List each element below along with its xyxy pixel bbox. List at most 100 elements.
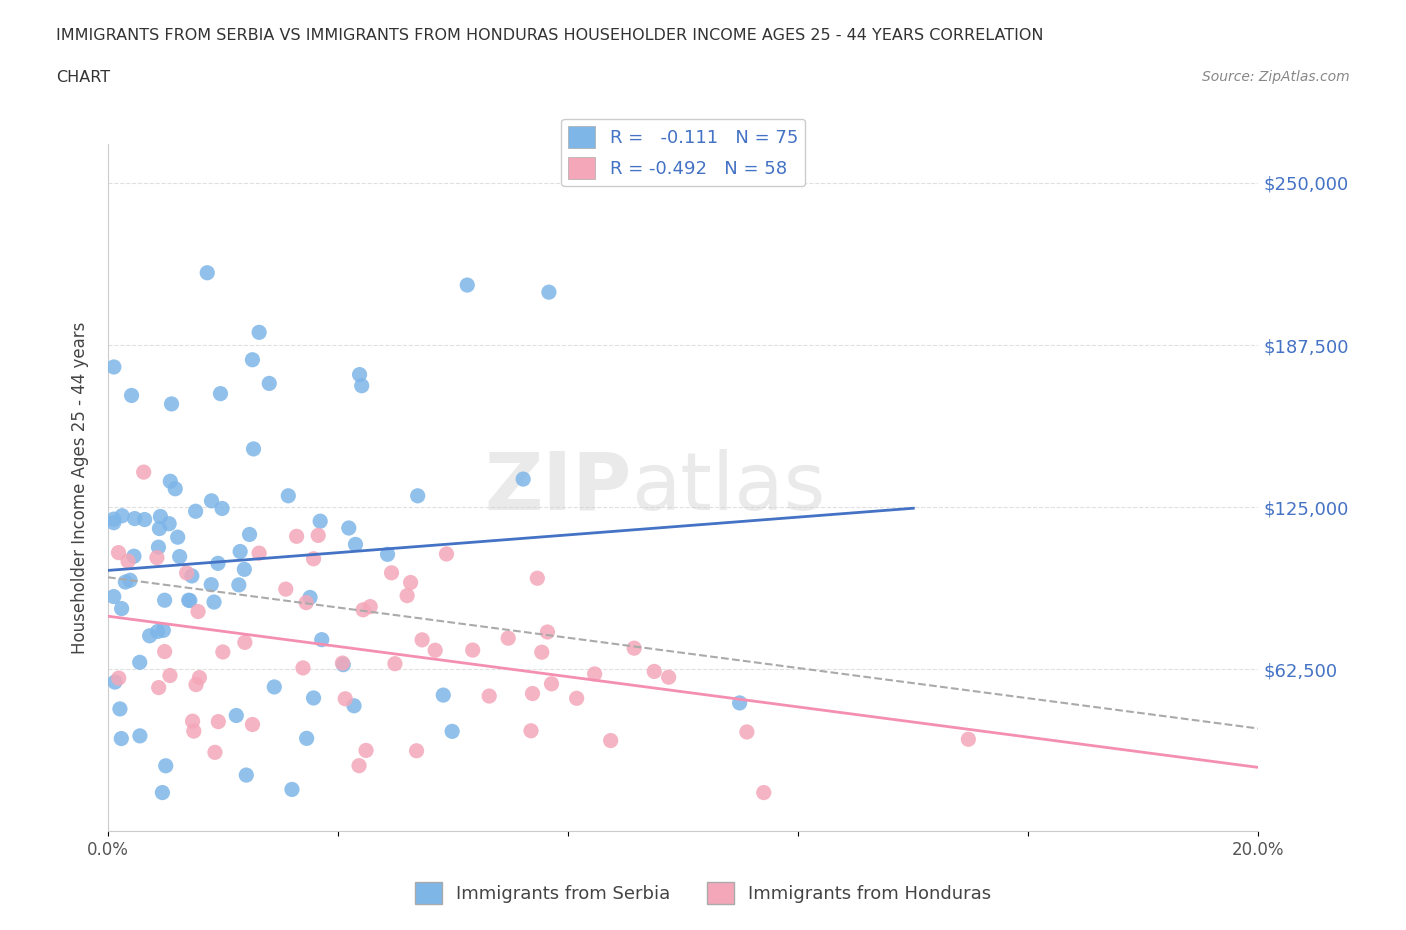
Point (285, 529, 308, 544)
Point (441, 724, 464, 738)
Point (207, 556, 229, 571)
Point (104, 674, 127, 689)
Point (159, 668, 181, 683)
Point (302, 691, 325, 706)
Point (103, 512, 125, 526)
Point (332, 658, 354, 672)
Point (583, 667, 606, 682)
Point (643, 664, 665, 679)
Point (148, 521, 170, 536)
Point (242, 352, 264, 367)
Point (209, 386, 232, 401)
Point (188, 671, 211, 685)
Point (207, 714, 229, 729)
Point (352, 603, 374, 618)
Point (184, 504, 207, 519)
Point (658, 670, 681, 684)
Point (103, 590, 125, 604)
Point (530, 644, 553, 659)
Point (384, 657, 406, 671)
Point (257, 376, 280, 391)
Point (377, 547, 399, 562)
Point (200, 578, 222, 592)
Point (380, 565, 402, 580)
Point (118, 573, 141, 588)
Text: Source: ZipAtlas.com: Source: ZipAtlas.com (1202, 70, 1350, 84)
Point (183, 724, 205, 738)
Point (146, 624, 169, 639)
Point (200, 494, 222, 509)
Point (405, 743, 427, 758)
Point (522, 686, 544, 701)
Point (181, 713, 204, 728)
Text: CHART: CHART (56, 70, 110, 85)
Point (157, 516, 180, 531)
Point (295, 731, 318, 746)
Point (425, 643, 447, 658)
Point (295, 595, 318, 610)
Point (302, 551, 325, 566)
Legend: Immigrants from Serbia, Immigrants from Honduras: Immigrants from Serbia, Immigrants from … (408, 875, 998, 911)
Point (311, 632, 333, 647)
Point (103, 360, 125, 375)
Point (122, 549, 145, 564)
Point (211, 644, 233, 659)
Point (114, 575, 136, 590)
Point (354, 743, 377, 758)
Point (111, 509, 134, 524)
Point (128, 728, 150, 743)
Point (456, 278, 478, 293)
Point (957, 732, 980, 747)
Y-axis label: Householder Income Ages 25 - 44 years: Householder Income Ages 25 - 44 years (72, 322, 89, 654)
Point (165, 482, 187, 497)
Point (117, 553, 139, 568)
Point (138, 629, 160, 644)
Point (411, 632, 433, 647)
Point (536, 625, 558, 640)
Point (281, 782, 304, 797)
Point (406, 488, 429, 503)
Point (343, 698, 366, 713)
Point (478, 688, 501, 703)
Point (299, 590, 322, 604)
Point (233, 562, 256, 577)
Point (148, 680, 170, 695)
Point (187, 604, 209, 619)
Point (211, 501, 233, 516)
Point (432, 687, 454, 702)
Point (540, 676, 562, 691)
Point (179, 593, 201, 608)
Point (146, 551, 169, 565)
Point (169, 549, 191, 564)
Point (350, 379, 373, 393)
Point (110, 731, 132, 746)
Point (496, 631, 519, 645)
Point (623, 641, 645, 656)
Point (247, 546, 270, 561)
Point (436, 547, 458, 562)
Point (103, 515, 125, 530)
Point (149, 509, 172, 524)
Point (107, 545, 129, 560)
Point (235, 767, 257, 782)
Point (150, 785, 173, 800)
Point (159, 473, 181, 488)
Point (107, 671, 129, 685)
Point (344, 537, 367, 551)
Point (180, 568, 202, 583)
Point (565, 691, 588, 706)
Point (132, 465, 155, 480)
Point (277, 488, 299, 503)
Point (108, 701, 131, 716)
Point (337, 521, 360, 536)
Point (204, 745, 226, 760)
Point (166, 530, 188, 545)
Text: ZIP: ZIP (484, 449, 631, 526)
Point (184, 677, 207, 692)
Point (128, 655, 150, 670)
Point (160, 396, 183, 411)
Point (134, 512, 156, 527)
Point (238, 527, 260, 542)
Point (335, 691, 357, 706)
Point (307, 528, 329, 543)
